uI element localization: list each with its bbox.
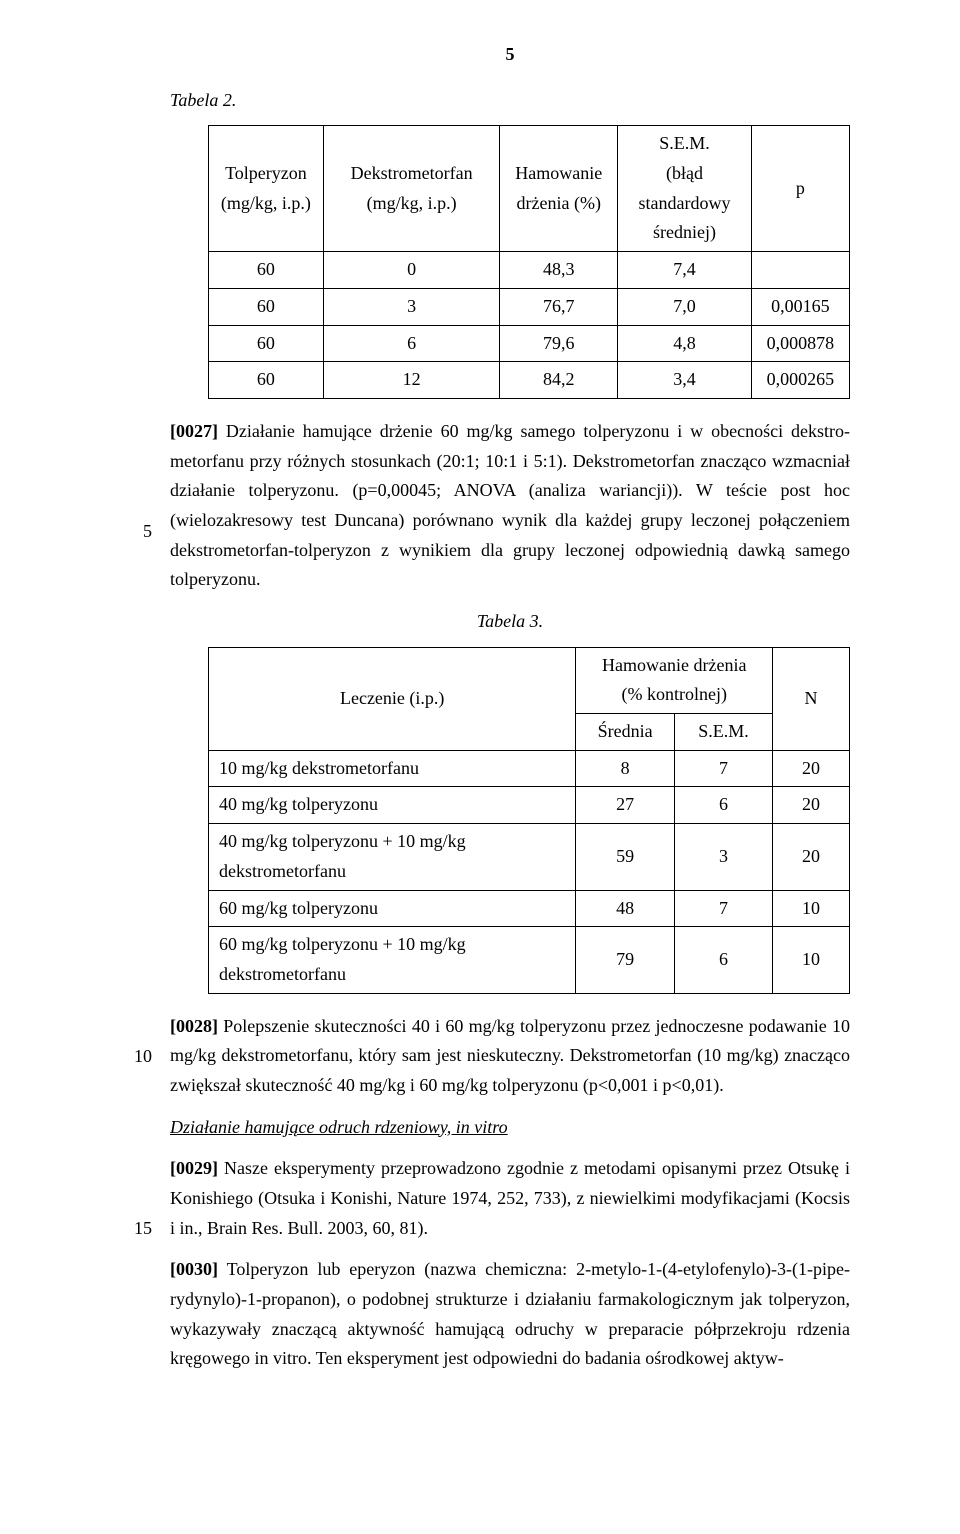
para-ref-0030: [0030]: [170, 1259, 218, 1279]
paragraph-0029: [0029] Nasze eksperymenty przeprowadzono…: [170, 1154, 850, 1243]
table2-header-row: Tolperyzon (mg/kg, i.p.) Dekstrometorfan…: [209, 126, 850, 252]
table-row: 60 mg/kg tolperyzonu 48 7 10: [209, 890, 850, 927]
line-number-10: 10: [112, 1042, 152, 1072]
table-row: 40 mg/kg tolperyzonu + 10 mg/kg dekstrom…: [209, 824, 850, 890]
paragraph-0030: [0030] Tolperyzon lub eperyzon (nazwa ch…: [170, 1255, 850, 1374]
table2: Tolperyzon (mg/kg, i.p.) Dekstrometorfan…: [208, 125, 850, 399]
table3-caption: Tabela 3.: [170, 607, 850, 637]
table3-col-sem: S.E.M.: [674, 714, 772, 751]
table3-col-inhibition: Hamowanie drżenia (% kontrolnej): [576, 647, 773, 713]
para-ref-0029: [0029]: [170, 1158, 218, 1178]
table3-col-mean: Średnia: [576, 714, 675, 751]
table2-col-3: S.E.M. (błąd standardowy średniej): [618, 126, 752, 252]
table-row: 40 mg/kg tolperyzonu 27 6 20: [209, 787, 850, 824]
table-row: 10 mg/kg dekstrometorfanu 8 7 20: [209, 750, 850, 787]
paragraph-0028: [0028] Polepszenie skuteczności 40 i 60 …: [170, 1012, 850, 1101]
table-row: 60 6 79,6 4,8 0,000878: [209, 325, 850, 362]
table2-col-2: Hamowanie drżenia (%): [500, 126, 618, 252]
table3-col-n: N: [773, 647, 850, 750]
table-row: 60 3 76,7 7,0 0,00165: [209, 288, 850, 325]
paragraph-0027: [0027] Działanie hamujące drżenie 60 mg/…: [170, 417, 850, 595]
para-ref-0028: [0028]: [170, 1016, 218, 1036]
table2-col-1: Dekstrometorfan (mg/kg, i.p.): [323, 126, 499, 252]
para-ref-0027: [0027]: [170, 421, 218, 441]
line-number-5: 5: [112, 517, 152, 547]
table2-col-4: p: [751, 126, 849, 252]
table-row: 60 0 48,3 7,4: [209, 252, 850, 289]
line-number-15: 15: [112, 1214, 152, 1244]
page-number: 5: [170, 40, 850, 70]
table-row: 60 mg/kg tolperyzonu + 10 mg/kg dekstrom…: [209, 927, 850, 993]
table-row: 60 12 84,2 3,4 0,000265: [209, 362, 850, 399]
table2-col-0: Tolperyzon (mg/kg, i.p.): [209, 126, 324, 252]
table3-header-row1: Leczenie (i.p.) Hamowanie drżenia (% kon…: [209, 647, 850, 713]
section-heading-invitro: Działanie hamujące odruch rdzeniowy, in …: [170, 1113, 850, 1143]
table3-col-treatment: Leczenie (i.p.): [209, 647, 576, 750]
table3: Leczenie (i.p.) Hamowanie drżenia (% kon…: [208, 647, 850, 994]
table2-caption: Tabela 2.: [170, 86, 850, 116]
